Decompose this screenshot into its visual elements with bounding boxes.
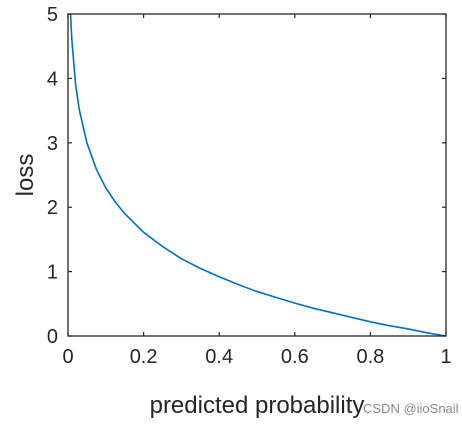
x-tick-label: 0.6 (281, 346, 309, 368)
y-tick-label: 1 (47, 262, 58, 284)
ticks-layer: 0 0.2 0.4 0.6 0.8 1 0 1 2 3 4 5 (47, 4, 452, 368)
y-tick-label: 3 (47, 133, 58, 155)
y-tick-label: 5 (47, 4, 58, 26)
x-axis-label: predicted probability (150, 392, 365, 419)
y-axis-label: loss (12, 154, 39, 197)
x-tick-label: 0.4 (205, 346, 233, 368)
loss-curve-line (69, 13, 447, 337)
y-tick-label: 2 (47, 197, 58, 219)
x-tick-label: 0.2 (130, 346, 158, 368)
plot-frame (67, 13, 447, 337)
x-tick-label: 0.8 (356, 346, 384, 368)
curve-layer (69, 13, 447, 337)
watermark: CSDN @iioSnail (363, 401, 459, 416)
x-tick-label: 1 (440, 346, 451, 368)
y-tick-label: 0 (47, 326, 58, 348)
plot-area-background (68, 14, 446, 336)
x-tick-label: 0 (62, 346, 73, 368)
y-tick-label: 4 (47, 68, 58, 90)
